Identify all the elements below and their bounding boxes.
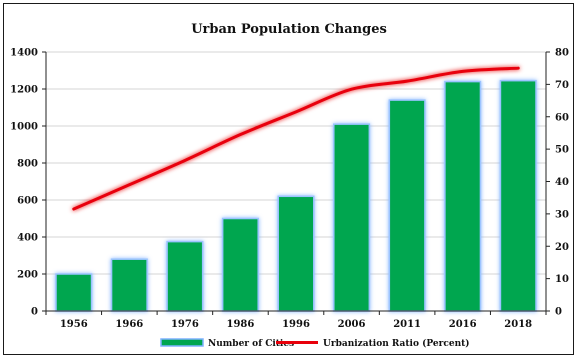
- left-tick-label: 800: [17, 159, 38, 170]
- urbanization-line: [72, 66, 520, 211]
- legend-label-cities: Number of Cities: [208, 339, 294, 349]
- bar: [110, 258, 148, 312]
- x-tick-label: 2016: [449, 319, 477, 330]
- right-axis: 0 10 20 30 40 50 60 70 80: [545, 48, 569, 318]
- x-tick-label: 1976: [171, 319, 199, 330]
- x-tick-label: 1996: [282, 319, 310, 330]
- left-tick-label: 1200: [10, 85, 38, 96]
- chart-title: Urban Population Changes: [191, 22, 387, 37]
- bar: [277, 195, 315, 312]
- left-tick-label: 1000: [10, 122, 38, 133]
- left-tick-label: 400: [17, 233, 38, 244]
- right-tick-label: 40: [555, 177, 569, 188]
- left-tick-label: 200: [17, 270, 38, 281]
- bar: [166, 240, 204, 312]
- right-tick-label: 80: [555, 48, 569, 59]
- bar: [388, 99, 426, 312]
- bar: [444, 80, 482, 312]
- x-tick-label: 2006: [338, 319, 366, 330]
- legend: Number of Cities Urbanization Ratio (Per…: [160, 338, 470, 349]
- bar: [221, 217, 259, 312]
- x-tick-label: 2011: [393, 319, 421, 330]
- right-tick-label: 0: [555, 307, 562, 318]
- right-tick-label: 60: [555, 112, 569, 123]
- right-tick-label: 70: [555, 80, 569, 91]
- x-axis: 1956 1966 1976 1986 1996 2006 2011 2016 2018: [45, 310, 547, 330]
- x-tick-label: 1966: [115, 319, 143, 330]
- right-tick-label: 30: [555, 209, 569, 220]
- left-tick-label: 1400: [10, 48, 38, 59]
- line-series: [72, 66, 520, 211]
- left-tick-label: 600: [17, 196, 38, 207]
- left-axis: 0 200 400 600 800 1000 1200 1400: [10, 48, 47, 318]
- bar-series: [55, 79, 537, 312]
- bar: [55, 273, 93, 312]
- legend-swatch-cities: [160, 338, 204, 347]
- right-tick-label: 10: [555, 274, 569, 285]
- legend-label-urbanization: Urbanization Ratio (Percent): [323, 338, 470, 349]
- x-tick-label: 1956: [60, 319, 88, 330]
- bar: [333, 123, 371, 312]
- right-tick-label: 20: [555, 242, 569, 253]
- x-tick-label: 2018: [504, 319, 532, 330]
- left-tick-label: 0: [31, 307, 38, 318]
- right-tick-label: 50: [555, 145, 569, 156]
- x-tick-label: 1986: [227, 319, 255, 330]
- bar: [499, 79, 537, 312]
